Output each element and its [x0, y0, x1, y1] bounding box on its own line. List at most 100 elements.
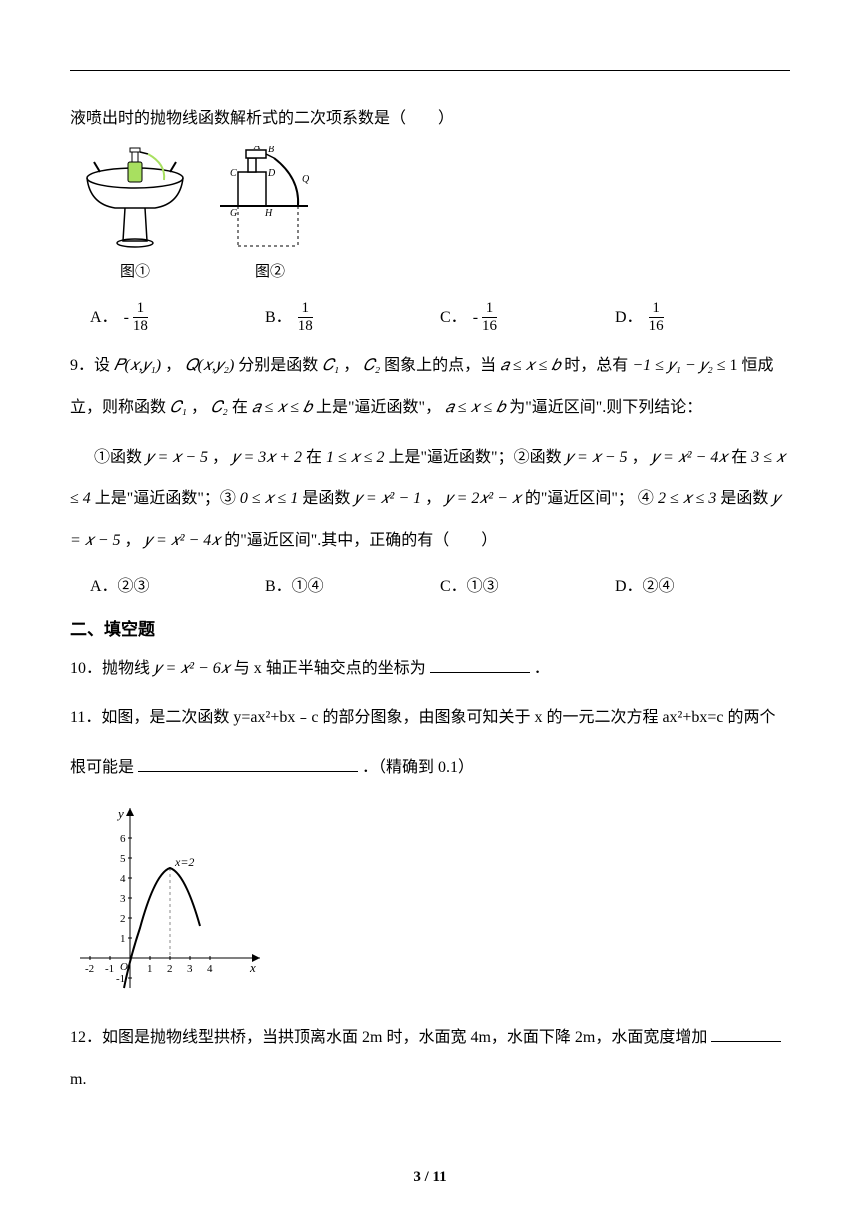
svg-text:6: 6	[120, 833, 126, 845]
page-footer: 3 / 11	[0, 1169, 860, 1186]
denominator: 18	[298, 318, 313, 334]
svg-text:4: 4	[207, 963, 213, 975]
math: 𝑦 = 2𝑥² − 𝑥	[445, 490, 521, 507]
text: ，	[165, 357, 181, 374]
text: 上是"逼近函数"，	[316, 399, 445, 416]
math: 2 ≤ 𝑥 ≤ 3	[658, 490, 716, 507]
numerator: 1	[482, 301, 497, 318]
q8-optB-label: B．	[265, 300, 292, 335]
text: 在	[306, 449, 326, 466]
text: 为"逼近区间".则下列结	[509, 399, 670, 416]
q8-fig1-caption: 图①	[120, 260, 150, 281]
math: 𝑦 = 𝑥² − 4𝑥	[145, 532, 221, 549]
q9-options: A．②③ B．①④ C．①③ D．②④	[70, 569, 790, 604]
text: 10．抛物线	[70, 660, 154, 677]
svg-text:5: 5	[120, 853, 126, 865]
q12: 12．如图是抛物线型拱桥，当拱顶离水面 2m 时，水面宽 4m，水面下降 2m，…	[70, 1017, 790, 1100]
text: 在	[731, 449, 751, 466]
text: 图象上的点，当	[384, 357, 500, 374]
q8-options: A． - 1 18 B． 1 18 C． - 1 16 D． 1 16	[70, 300, 790, 335]
q11-line1: 11．如图，是二次函数 y=ax²+bx﹣c 的部分图象，由图象可知关于 x 的…	[70, 697, 790, 739]
text: ，	[425, 490, 445, 507]
svg-text:G: G	[230, 208, 237, 219]
math: 1 ≤ 𝑥 ≤ 2	[326, 449, 384, 466]
q8-optD: D． 1 16	[615, 300, 790, 335]
text: ，	[343, 357, 359, 374]
svg-text:C: C	[230, 168, 237, 179]
text: 上是"逼近函数"；②函数	[389, 449, 566, 466]
text: 时，总有	[564, 357, 632, 374]
q8-optC-label: C．	[440, 300, 467, 335]
svg-text:-1: -1	[116, 973, 125, 985]
math: 𝑃(𝑥,𝑦₁)	[114, 357, 161, 374]
svg-text:2: 2	[167, 963, 173, 975]
text: 分别是函数	[238, 357, 322, 374]
svg-text:H: H	[264, 208, 273, 219]
text: 在	[232, 399, 252, 416]
math: 𝐶₂	[363, 357, 380, 374]
q8-stem-cont: 液喷出时的抛物线函数解析式的二次项系数是（ ）	[70, 101, 790, 136]
parabola-graph-svg: -2 -1 1 2 3 4 -1 1 2 3 4 5 6 O x y x=2	[70, 798, 270, 998]
math: 𝑦 = 𝑥² − 6𝑥	[154, 660, 230, 677]
numerator: 1	[133, 301, 148, 318]
svg-text:A: A	[253, 146, 261, 152]
text: ．（精确到 0.1）	[362, 759, 474, 776]
svg-text:3: 3	[120, 893, 126, 905]
q8-optD-label: D．	[615, 300, 643, 335]
q11-graph: -2 -1 1 2 3 4 -1 1 2 3 4 5 6 O x y x=2	[70, 798, 790, 1003]
svg-text:x: x	[249, 960, 256, 975]
q8-optC: C． - 1 16	[440, 300, 615, 335]
text: m.	[70, 1071, 86, 1088]
fraction: 1 18	[298, 301, 313, 334]
minus-sign: -	[124, 300, 129, 335]
fill-blank	[430, 657, 530, 673]
denominator: 16	[649, 318, 664, 334]
math: 𝑦 = 𝑥 − 5	[566, 449, 628, 466]
math: −1 ≤ 𝑦₁ − 𝑦₂ ≤	[632, 357, 725, 374]
section2-title: 二、填空题	[70, 615, 790, 640]
math: 𝑦 = 𝑥² −	[652, 449, 707, 466]
svg-text:3: 3	[187, 963, 193, 975]
math: 4𝑥	[710, 449, 727, 466]
q8-fig1: 图①	[80, 146, 190, 286]
denominator: 18	[133, 318, 148, 334]
svg-text:1: 1	[120, 933, 126, 945]
svg-text:-2: -2	[85, 963, 94, 975]
basin-svg	[80, 146, 190, 256]
text: 的"逼近区间".其中，正确的有（ ）	[224, 532, 497, 549]
text: 12．如图是抛物线型拱桥，当拱顶离水面 2m 时，水面宽 4m，水面下降 2m，…	[70, 1029, 707, 1046]
svg-text:4: 4	[120, 873, 126, 885]
math: 𝐶₁	[170, 399, 187, 416]
text: ①函数	[94, 449, 146, 466]
q8-fig2-caption: 图②	[255, 260, 285, 281]
svg-text:y: y	[116, 806, 124, 821]
minus-sign: -	[473, 300, 478, 335]
text: ，	[191, 399, 211, 416]
text: ，	[632, 449, 652, 466]
svg-text:1: 1	[147, 963, 153, 975]
text: 9．设	[70, 357, 114, 374]
svg-text:-1: -1	[105, 963, 114, 975]
math: 𝑦 = 𝑥² − 1	[354, 490, 421, 507]
text: 论：	[670, 399, 702, 416]
fraction: 1 16	[482, 301, 497, 334]
text: ，	[125, 532, 145, 549]
math: 𝑦 = 3𝑥 + 2	[232, 449, 302, 466]
fill-blank	[138, 756, 358, 772]
text: ④	[638, 490, 654, 507]
math: 𝑎 ≤ 𝑥 ≤ 𝑏	[252, 399, 312, 416]
q9-line1: 9．设 𝑃(𝑥,𝑦₁) ， 𝑄(𝑥,𝑦₂) 分别是函数 𝐶₁ ， 𝐶₂ 图象上的…	[70, 345, 790, 428]
fraction: 1 16	[649, 301, 664, 334]
svg-text:D: D	[267, 168, 276, 179]
dispenser-svg: A B C D Q G H	[210, 146, 330, 256]
svg-text:B: B	[268, 146, 274, 155]
q9-optC: C．①③	[440, 569, 615, 604]
text: 根可能是	[70, 759, 134, 776]
text: 与 x 轴正半轴交点的坐标为	[234, 660, 426, 677]
q9-optB: B．①④	[265, 569, 440, 604]
numerator: 1	[298, 301, 313, 318]
numerator: 1	[649, 301, 664, 318]
math: 𝑄(𝑥,𝑦₂)	[185, 357, 234, 374]
math: 0 ≤ 𝑥 ≤ 1	[240, 490, 298, 507]
text: ，	[212, 449, 232, 466]
